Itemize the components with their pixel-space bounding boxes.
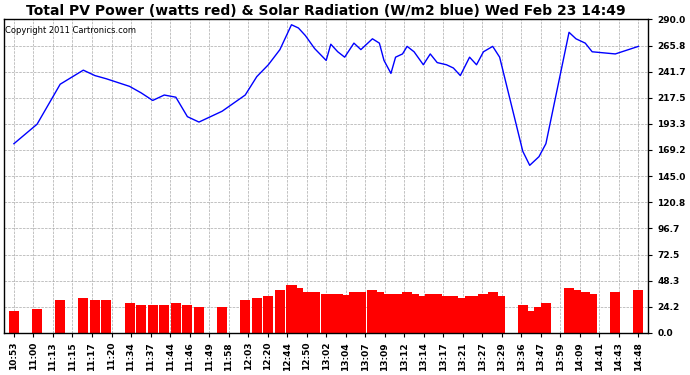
Bar: [333, 294, 343, 333]
Bar: [310, 292, 319, 333]
Bar: [409, 294, 419, 333]
Bar: [349, 292, 359, 333]
Bar: [339, 295, 350, 333]
Bar: [136, 305, 146, 333]
Bar: [293, 288, 304, 333]
Bar: [124, 303, 135, 333]
Bar: [379, 294, 389, 333]
Bar: [610, 292, 620, 333]
Bar: [455, 298, 465, 333]
Bar: [386, 294, 396, 333]
Bar: [321, 294, 331, 333]
Bar: [488, 292, 497, 333]
Bar: [240, 300, 250, 333]
Bar: [182, 305, 193, 333]
Bar: [101, 300, 112, 333]
Bar: [464, 296, 475, 333]
Bar: [448, 296, 458, 333]
Bar: [171, 303, 181, 333]
Bar: [402, 292, 412, 333]
Bar: [571, 290, 581, 333]
Bar: [286, 285, 297, 333]
Bar: [478, 294, 489, 333]
Bar: [397, 294, 408, 333]
Bar: [518, 305, 528, 333]
Bar: [425, 294, 435, 333]
Bar: [442, 296, 451, 333]
Bar: [432, 294, 442, 333]
Bar: [391, 294, 401, 333]
Bar: [524, 311, 535, 333]
Bar: [55, 300, 66, 333]
Bar: [534, 307, 544, 333]
Bar: [148, 305, 158, 333]
Bar: [78, 298, 88, 333]
Bar: [194, 307, 204, 333]
Bar: [580, 292, 590, 333]
Bar: [541, 303, 551, 333]
Text: Copyright 2011 Cartronics.com: Copyright 2011 Cartronics.com: [6, 26, 137, 34]
Bar: [90, 300, 100, 333]
Bar: [264, 296, 273, 333]
Bar: [495, 296, 504, 333]
Title: Total PV Power (watts red) & Solar Radiation (W/m2 blue) Wed Feb 23 14:49: Total PV Power (watts red) & Solar Radia…: [26, 4, 626, 18]
Bar: [217, 307, 227, 333]
Bar: [275, 290, 285, 333]
Bar: [356, 292, 366, 333]
Bar: [564, 288, 574, 333]
Bar: [418, 296, 428, 333]
Bar: [32, 309, 42, 333]
Bar: [587, 294, 598, 333]
Bar: [326, 294, 336, 333]
Bar: [9, 311, 19, 333]
Bar: [367, 290, 377, 333]
Bar: [300, 292, 310, 333]
Bar: [633, 290, 644, 333]
Bar: [159, 305, 169, 333]
Bar: [375, 292, 384, 333]
Bar: [471, 296, 482, 333]
Bar: [252, 298, 262, 333]
